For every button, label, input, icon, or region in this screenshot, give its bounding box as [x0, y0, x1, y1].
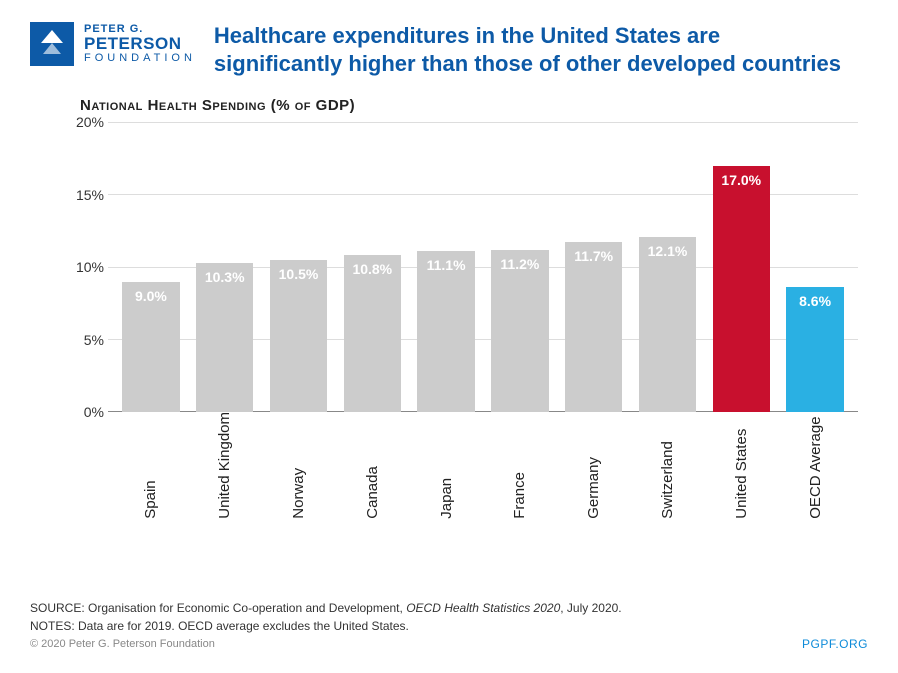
x-tick-label: OECD Average [778, 412, 852, 527]
chart-title: Healthcare expenditures in the United St… [214, 22, 854, 77]
x-tick-label: France [483, 412, 557, 527]
logo-mark-icon [30, 22, 74, 66]
x-tick-label: United Kingdom [188, 412, 262, 527]
x-tick-label: Japan [409, 412, 483, 527]
bar-slot: 8.6% [778, 122, 852, 412]
bar-slot: 12.1% [631, 122, 705, 412]
bar-value-label: 11.7% [565, 248, 623, 264]
notes-line: NOTES: Data are for 2019. OECD average e… [30, 618, 868, 635]
y-tick-label: 20% [60, 114, 104, 130]
bar: 8.6% [786, 287, 844, 412]
source-italic: OECD Health Statistics 2020 [406, 601, 560, 615]
chart-card: PETER G. PETERSON FOUNDATION Healthcare … [0, 0, 898, 673]
footer: SOURCE: Organisation for Economic Co-ope… [30, 600, 868, 653]
source-prefix: SOURCE: Organisation for Economic Co-ope… [30, 601, 406, 615]
logo-text: PETER G. PETERSON FOUNDATION [84, 24, 196, 65]
logo-line2: PETERSON [84, 35, 196, 53]
bar: 10.3% [196, 263, 254, 412]
bar-value-label: 11.1% [417, 257, 475, 273]
source-line: SOURCE: Organisation for Economic Co-ope… [30, 600, 868, 617]
bar-value-label: 10.3% [196, 269, 254, 285]
bar-value-label: 8.6% [786, 293, 844, 309]
chart-subtitle: National Health Spending (% of GDP) [80, 97, 868, 114]
x-tick-label: United States [704, 412, 778, 527]
bar: 11.1% [417, 251, 475, 412]
peterson-logo: PETER G. PETERSON FOUNDATION [30, 22, 196, 66]
bar-value-label: 10.5% [270, 266, 328, 282]
bar: 11.7% [565, 242, 623, 412]
bars-container: 9.0% 10.3% 10.5% 10.8% 11.1% 11.2% 11.7% 12.1% 1… [108, 122, 858, 412]
bar-slot: 10.3% [188, 122, 262, 412]
x-tick-label: Germany [557, 412, 631, 527]
logo-line3: FOUNDATION [84, 53, 196, 65]
chart-area: 9.0% 10.3% 10.5% 10.8% 11.1% 11.2% 11.7% 12.1% 1… [60, 122, 858, 412]
bar-slot: 10.5% [262, 122, 336, 412]
bar: 17.0% [713, 166, 771, 413]
bar-value-label: 9.0% [122, 288, 180, 304]
header: PETER G. PETERSON FOUNDATION Healthcare … [30, 22, 868, 77]
bar-value-label: 12.1% [639, 243, 697, 259]
site-link[interactable]: PGPF.ORG [802, 636, 868, 653]
bar-value-label: 11.2% [491, 256, 549, 272]
bar-slot: 9.0% [114, 122, 188, 412]
y-tick-label: 10% [60, 259, 104, 275]
bar-slot: 11.2% [483, 122, 557, 412]
bar-slot: 11.7% [557, 122, 631, 412]
y-tick-label: 0% [60, 404, 104, 420]
x-axis-labels: SpainUnited KingdomNorwayCanadaJapanFran… [108, 412, 858, 527]
bar: 10.5% [270, 260, 328, 412]
bar: 11.2% [491, 250, 549, 412]
y-tick-label: 15% [60, 187, 104, 203]
x-tick-label: Norway [262, 412, 336, 527]
bar: 12.1% [639, 237, 697, 412]
bar-slot: 11.1% [409, 122, 483, 412]
x-tick-label: Spain [114, 412, 188, 527]
bar-value-label: 10.8% [344, 261, 402, 277]
copyright-line: © 2020 Peter G. Peterson Foundation [30, 637, 868, 653]
source-suffix: , July 2020. [560, 601, 621, 615]
bar-value-label: 17.0% [713, 172, 771, 188]
bar: 9.0% [122, 282, 180, 413]
bar: 10.8% [344, 255, 402, 412]
x-tick-label: Canada [335, 412, 409, 527]
bar-slot: 17.0% [704, 122, 778, 412]
x-tick-label: Switzerland [631, 412, 705, 527]
y-tick-label: 5% [60, 332, 104, 348]
bar-slot: 10.8% [335, 122, 409, 412]
